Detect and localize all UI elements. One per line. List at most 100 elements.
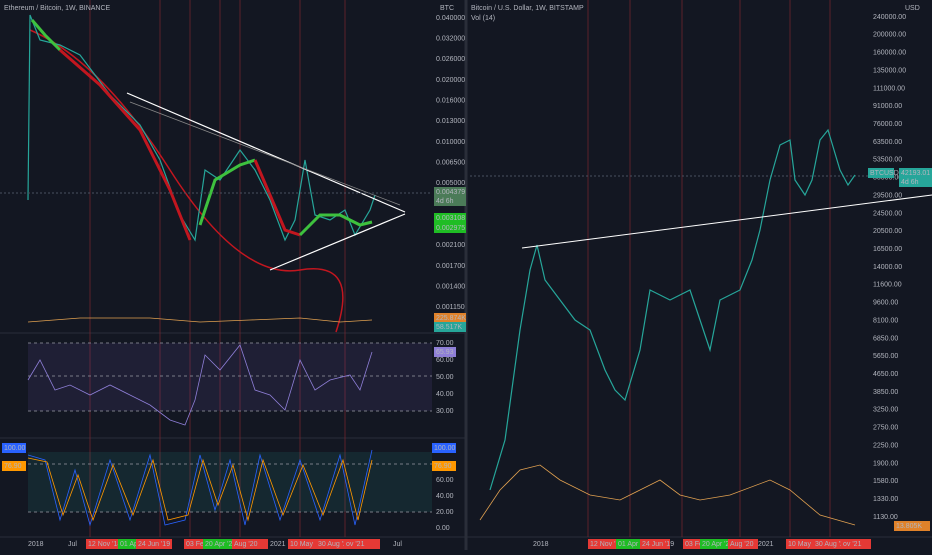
time-badge [728,539,758,549]
badge [434,223,466,233]
axis-label: 0.001400 [436,284,465,291]
volume-ma [27,317,373,323]
time-badge [786,539,816,549]
axis-label: 91000.00 [873,103,902,110]
stoch-k [27,449,373,527]
time-label: 24 Jun '19 [642,541,674,548]
label: BTC [440,5,454,12]
axis-label: 0.013000 [436,118,465,125]
badge-text: BTCUSD [870,170,899,177]
time-label: ov '21 [843,541,862,548]
axis-label: 0.020000 [436,77,465,84]
badge [434,213,466,223]
time-badge [86,539,122,549]
axis-label: 9600.00 [873,300,898,307]
badge-text: 58.517K [436,324,462,331]
time-label: 03 Feb [186,541,208,548]
badge [894,521,930,531]
time-label: 20 Apr '20 [702,541,733,548]
badge-text: 0.004379 [436,189,465,196]
time-label: 2021 [270,541,286,548]
axis-label: 53500.00 [873,157,902,164]
time-label: 2018 [533,541,549,548]
time-badge [616,539,646,549]
axis-label: 2250.00 [873,442,898,449]
axis-label: 20.00 [436,509,454,516]
axis-label: 0.010000 [436,139,465,146]
time-badge [841,539,871,549]
trendline [129,101,401,206]
axis-label: 24500.00 [873,210,902,217]
time-label: 03 Feb [685,541,707,548]
axis-label: 160000.00 [873,50,906,57]
badge-text: 100.00 [434,445,456,452]
badge [432,443,456,453]
badge [868,168,894,178]
axis-label: 4650.00 [873,371,898,378]
axis-label: 1900.00 [873,460,898,467]
time-badge [813,539,843,549]
badge [2,461,26,471]
axis-label: 70.00 [436,340,454,347]
axis-label: 240000.00 [873,14,906,21]
badge-text: 42193.01 [901,170,930,177]
badge [434,187,466,197]
badge-text: 4d 6h [901,179,919,186]
axis-label: 6850.00 [873,335,898,342]
axis-label: 63500.00 [873,139,902,146]
badge [2,443,26,453]
time-badge [184,539,220,549]
trendline [126,92,406,213]
axis-label: 76000.00 [873,121,902,128]
time-label: Aug '20 [234,541,258,548]
badge-text: 0.002975 [436,225,465,232]
ma-up [30,19,62,52]
axis-label: 0.00 [436,525,450,532]
axis-label: 50.00 [436,374,454,381]
time-badge [316,539,352,549]
time-label: 01 Apr [120,541,141,548]
event-lines [89,0,831,537]
badge-text: 76.90 [4,463,22,470]
axis-label: 11600.00 [873,282,902,289]
badge-text: 13.805K [896,523,922,530]
ma-down [253,159,301,237]
time-badge [232,539,268,549]
badge [434,347,456,357]
axis-label: 1130.00 [873,514,898,521]
label: Ethereum / Bitcoin, 1W, BINANCE [4,5,111,12]
trendline [521,194,932,249]
trendline [269,213,406,271]
axis-label: 135000.00 [873,67,906,74]
ma-down [59,48,192,241]
axis-label: 1580.00 [873,478,898,485]
time-label: 12 Nov '18 [590,541,623,548]
axis-label: 200000.00 [873,32,906,39]
time-label: 12 Nov '18 [88,541,121,548]
label: Vol (14) [471,15,495,22]
axis-label: 2750.00 [873,425,898,432]
axis-label: 5650.00 [873,353,898,360]
long-ma [29,29,344,333]
time-label: 10 May [290,541,313,548]
axis-label: 16500.00 [873,246,902,253]
axis-label: 0.006500 [436,160,465,167]
axis-label: 0.040000 [436,15,465,22]
time-badge [683,539,713,549]
time-label: ov '21 [346,541,365,548]
price [27,14,376,242]
axis-label: 60.00 [436,357,454,364]
axis-label: 8100.00 [873,317,898,324]
rsi [27,344,373,426]
axis-label: 60.00 [436,477,454,484]
badge-text: 65.93 [436,349,454,356]
axis-label: 1330.00 [873,496,898,503]
ma-up [198,158,256,226]
axis-label: 20500.00 [873,228,902,235]
time-label: 20 Apr '20 [205,541,236,548]
badge-text: 225.874K [436,315,466,322]
volume-ma [479,464,856,526]
badge [899,168,932,178]
axis-label: 0.002100 [436,242,465,249]
